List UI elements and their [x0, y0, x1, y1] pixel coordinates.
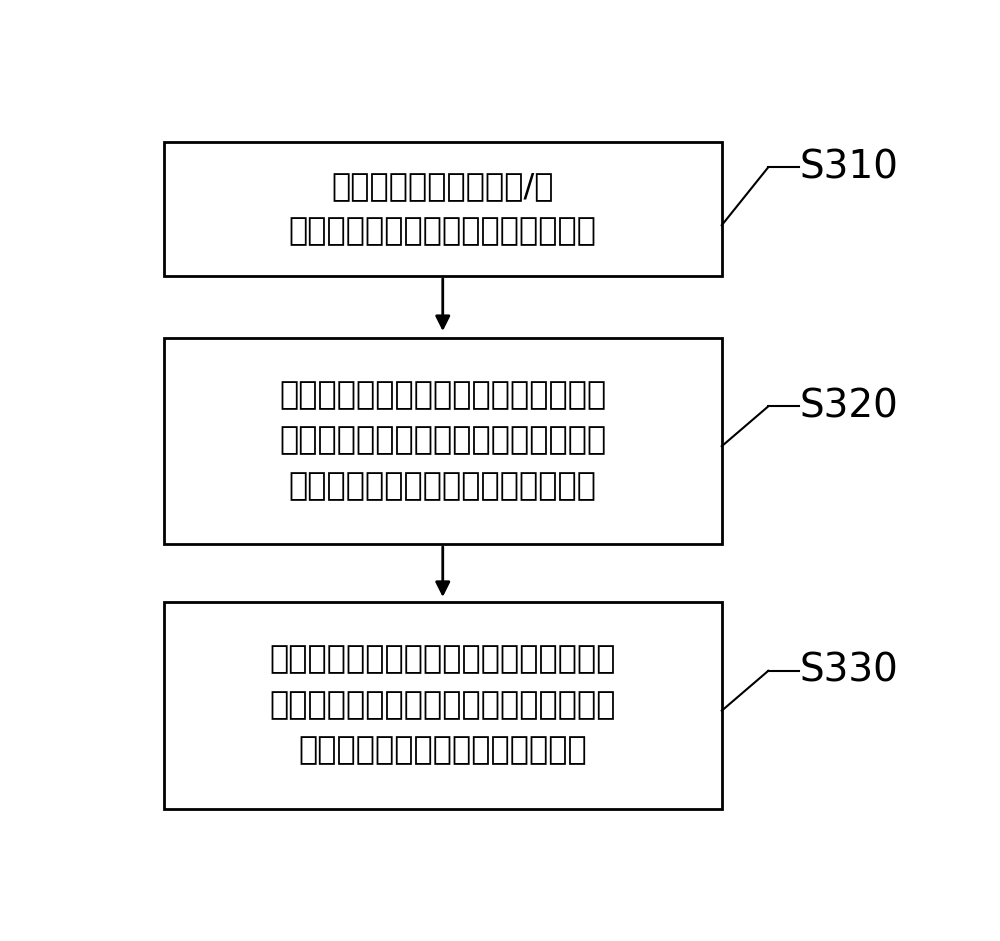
Text: 当用户的当前位置在预设区域内时，获
取用户的用户状态变化信息；所述用户
状态变化信息包括第二用户生理信息: 当用户的当前位置在预设区域内时，获 取用户的用户状态变化信息；所述用户 状态变化… — [279, 380, 606, 502]
Text: S320: S320 — [799, 388, 898, 425]
Text: S310: S310 — [799, 149, 898, 186]
Text: 根据第二用户生理信息，查询所述预设控
制指令表中用户状态变化信息与控制指令
的对应关系，获得对应的控制指令: 根据第二用户生理信息，查询所述预设控 制指令表中用户状态变化信息与控制指令 的对… — [270, 645, 616, 766]
Bar — [164, 338, 722, 544]
Bar — [164, 602, 722, 808]
Text: 根据标准生理数据表和/或
历史控制记录，建立预设控制指令表: 根据标准生理数据表和/或 历史控制记录，建立预设控制指令表 — [289, 170, 597, 247]
Bar — [164, 142, 722, 276]
Text: S330: S330 — [799, 652, 898, 690]
